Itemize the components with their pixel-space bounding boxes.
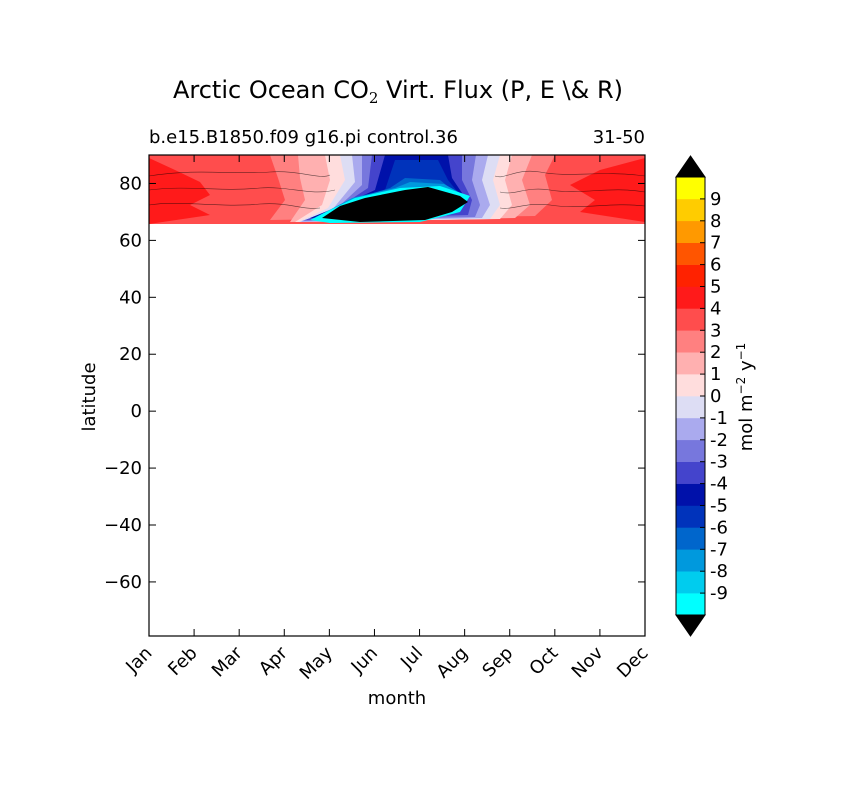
colorbar-segment bbox=[676, 571, 705, 594]
colorbar-segment bbox=[676, 527, 705, 550]
y-tick-label: 20 bbox=[119, 344, 142, 365]
colorbar-segment bbox=[676, 374, 705, 397]
y-axis: 80 60 40 20 0 −20 −40 −60 bbox=[104, 173, 645, 593]
colorbar-extend-min bbox=[675, 614, 706, 637]
y-axis-label: latitude bbox=[79, 362, 100, 431]
colorbar-tick-label: 2 bbox=[710, 342, 721, 363]
x-tick-label: Dec bbox=[613, 643, 652, 682]
colorbar-tick-label: -8 bbox=[710, 561, 728, 582]
colorbar-tick-label: 3 bbox=[710, 320, 721, 341]
colorbar-segment bbox=[676, 242, 705, 265]
years-label: 31-50 bbox=[592, 127, 645, 148]
case-label: b.e15.B1850.f09 g16.pi control.36 bbox=[149, 127, 458, 148]
contour-field bbox=[149, 155, 645, 224]
colorbar-segment bbox=[676, 220, 705, 243]
x-tick-label: Jun bbox=[347, 643, 382, 678]
colorbar-segment bbox=[676, 352, 705, 375]
colorbar-segment bbox=[676, 177, 705, 200]
x-tick-label: Jul bbox=[396, 643, 427, 674]
y-tick-label: −60 bbox=[104, 572, 142, 593]
colorbar-segment bbox=[676, 264, 705, 287]
colorbar-tick-label: 1 bbox=[710, 364, 721, 385]
y-tick-label: 60 bbox=[119, 230, 142, 251]
colorbar-tick-label: 7 bbox=[710, 233, 721, 254]
colorbar-tick-label: -6 bbox=[710, 517, 728, 538]
plot-frame bbox=[148, 154, 646, 637]
colorbar-tick-label: 5 bbox=[710, 277, 721, 298]
colorbar-segment bbox=[676, 417, 705, 441]
y-tick-label: 0 bbox=[131, 401, 142, 422]
colorbar-tick-label: -9 bbox=[710, 583, 728, 604]
y-tick-label: 40 bbox=[119, 287, 142, 308]
x-tick-label: Mar bbox=[208, 642, 247, 681]
colorbar-tick-label: -1 bbox=[710, 408, 728, 429]
x-tick-label: Feb bbox=[164, 643, 201, 680]
colorbar-segment bbox=[676, 330, 705, 353]
y-tick-label: 80 bbox=[119, 173, 142, 194]
colorbar-tick-label: -2 bbox=[710, 430, 728, 451]
band-jan-deep-red bbox=[149, 158, 210, 224]
colorbar-tick-label: 8 bbox=[710, 211, 721, 232]
x-tick-label: Sep bbox=[478, 643, 517, 682]
colorbar-segment bbox=[676, 461, 705, 484]
colorbar-tick-label: -5 bbox=[710, 496, 728, 517]
colorbar-tick-label: -3 bbox=[710, 452, 728, 473]
y-tick-label: −40 bbox=[104, 515, 142, 536]
y-tick-label: −20 bbox=[104, 458, 142, 479]
colorbar-tick-label: 0 bbox=[710, 386, 721, 407]
colorbar-segment bbox=[676, 286, 705, 309]
colorbar-segment bbox=[676, 198, 705, 222]
colorbar-segment bbox=[676, 483, 705, 506]
colorbar-tick-label: -4 bbox=[710, 474, 728, 495]
colorbar-extend-max bbox=[675, 155, 706, 178]
colorbar-label: mol m−2 y−1 bbox=[734, 343, 757, 452]
x-tick-label: Jan bbox=[121, 643, 156, 678]
x-tick-label: May bbox=[296, 642, 337, 683]
band-below-min bbox=[322, 187, 468, 222]
colorbar-segment bbox=[676, 593, 705, 616]
x-tick-label: Aug bbox=[432, 643, 472, 683]
colorbar-segment bbox=[676, 505, 705, 528]
colorbar-segment bbox=[676, 308, 705, 331]
colorbar-tick-label: -7 bbox=[710, 539, 728, 560]
colorbar-tick-label: 9 bbox=[710, 189, 721, 210]
x-tick-label: Nov bbox=[568, 642, 608, 682]
colorbar-tick-label: 4 bbox=[710, 298, 721, 319]
colorbar-segment bbox=[676, 396, 705, 419]
x-axis: Jan Feb Mar Apr May Jun Jul Aug Sep Oct Nov Dec bbox=[121, 155, 653, 684]
colorbar-segment bbox=[676, 439, 705, 462]
colorbar-segment bbox=[676, 549, 705, 572]
x-tick-label: Oct bbox=[525, 643, 562, 680]
x-tick-label: Apr bbox=[255, 642, 292, 679]
chart-title: Arctic Ocean CO2 Virt. Flux (P, E \& R) bbox=[172, 76, 624, 107]
colorbar-tick-label: 6 bbox=[710, 255, 721, 276]
x-axis-label: month bbox=[368, 688, 426, 709]
